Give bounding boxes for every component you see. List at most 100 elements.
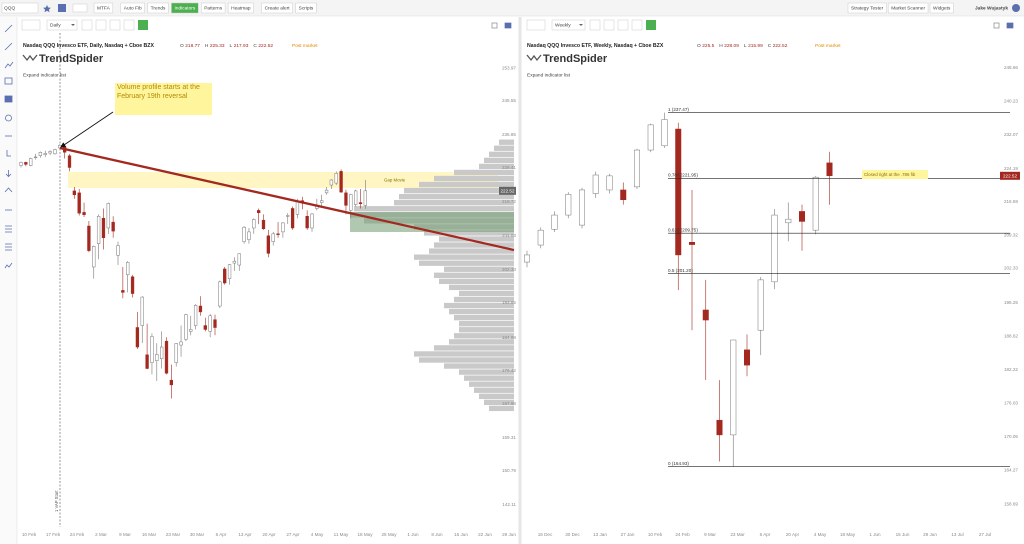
toolbar-button[interactable] — [120, 2, 145, 14]
candle-body — [121, 290, 125, 293]
toolbar-button[interactable] — [147, 2, 169, 14]
volume-profile-bar — [419, 260, 514, 266]
fib-label: 0.786 (221.95) — [668, 173, 698, 178]
candle-body — [363, 190, 368, 206]
stat-label: O — [697, 43, 701, 49]
toolbar-button-label[interactable]: Trends — [151, 6, 166, 12]
toolbar-button[interactable] — [200, 2, 226, 14]
symbol-input[interactable] — [1, 2, 39, 14]
toolbar-button[interactable] — [171, 2, 199, 14]
layout-icon[interactable] — [58, 4, 66, 12]
toolbar-button-label[interactable]: Indicators — [174, 6, 195, 12]
x-tick-label: 29 Jun — [502, 532, 516, 537]
candle-body — [320, 200, 324, 203]
y-tick-label: 182.22 — [1004, 367, 1018, 372]
candle-body — [634, 149, 640, 188]
pane-icons[interactable] — [993, 22, 1014, 29]
toolbar-button-label[interactable]: Heatmap — [231, 6, 251, 12]
y-tick-label: 150.79 — [502, 468, 516, 473]
toolbar-button[interactable] — [295, 2, 317, 14]
interval-dropdown[interactable] — [46, 19, 78, 31]
candle-body — [67, 155, 72, 168]
expand-indicators[interactable]: Expand indicator list — [527, 72, 571, 78]
expand-indicators[interactable]: Expand indicator list — [23, 72, 67, 78]
fib-label: 0.618 (209.75) — [668, 227, 698, 232]
pane-icons[interactable] — [491, 22, 512, 29]
toolbar-button[interactable] — [847, 2, 887, 14]
interval-dropdown[interactable] — [551, 19, 586, 31]
y-tick-label: 253.97 — [502, 65, 516, 70]
candle-body — [242, 226, 246, 242]
toolbar-button-label[interactable]: Create alert — [265, 6, 291, 12]
tool-icons[interactable] — [4, 24, 14, 269]
candle-body — [661, 119, 668, 147]
toolbar-button-label[interactable]: Strategy Tester — [851, 6, 884, 12]
candle-body — [24, 162, 28, 165]
chart-tool-buttons[interactable] — [589, 19, 643, 31]
volume-profile-bar — [394, 200, 514, 206]
toolbar-button-label[interactable]: Widgets — [933, 6, 951, 12]
symbol-box[interactable] — [526, 19, 546, 31]
symbol-box[interactable] — [21, 19, 41, 31]
avatar[interactable] — [1012, 4, 1020, 12]
candle-body — [111, 221, 115, 232]
symbol[interactable]: QQQ — [4, 6, 15, 12]
x-tick-label: 13 Jan — [593, 532, 607, 537]
chart-tool-buttons[interactable] — [81, 19, 135, 31]
volume-profile-bar — [454, 169, 514, 176]
toolbar-button-label[interactable]: Auto Fib — [124, 6, 142, 12]
candle-body — [169, 379, 173, 386]
x-tick-label: 11 May — [334, 532, 349, 537]
candle-body — [174, 343, 178, 363]
toolbar-button[interactable] — [887, 2, 929, 14]
x-tick-label: 25 May — [381, 532, 397, 537]
volume-profile-bar — [464, 375, 514, 381]
toolbar-button-label[interactable]: MTFA — [97, 6, 111, 12]
interval[interactable]: Daily — [50, 23, 61, 29]
favorite-icon[interactable] — [43, 5, 51, 13]
x-tick-label: 16 Mar — [142, 532, 157, 537]
logo: TrendSpider — [543, 53, 608, 65]
stat-value: 228.09 — [724, 43, 739, 49]
session: Post market — [815, 43, 841, 49]
color-dropdown[interactable] — [72, 3, 88, 13]
x-tick-label: 6 Apr — [760, 532, 771, 537]
candle-body — [252, 219, 256, 229]
interval[interactable]: Weekly — [555, 23, 571, 29]
toolbar-button[interactable] — [93, 2, 114, 14]
user-name[interactable]: Jake Wujastyk — [975, 6, 1008, 12]
logo-icon — [526, 54, 542, 62]
volume-profile-bar — [434, 272, 514, 278]
x-tick-label: 27 Jul — [979, 532, 991, 537]
toolbar-button-label[interactable]: Market Scanner — [891, 6, 925, 12]
pane-divider — [518, 17, 522, 544]
candle-body — [295, 201, 300, 215]
green-button[interactable] — [646, 20, 656, 30]
x-tick-label: 15 Jun — [896, 532, 910, 537]
toolbar-button-label[interactable]: Patterns — [204, 6, 222, 12]
drawing-tools — [0, 17, 17, 544]
volume-profile-bar — [494, 145, 514, 151]
y-tick-label: 167.98 — [502, 401, 516, 406]
x-tick-label: 10 Feb — [648, 532, 663, 537]
candle-body — [339, 171, 343, 193]
x-tick-label: 23 Mar — [166, 532, 181, 537]
candle-body — [620, 189, 627, 200]
candle-body — [184, 314, 188, 340]
y-tick-label: 209.32 — [1004, 232, 1018, 237]
x-tick-label: 18 May — [357, 532, 373, 537]
toolbar-button[interactable] — [929, 2, 954, 14]
fib-label: 1 (237.47) — [668, 107, 689, 112]
toolbar-button[interactable] — [227, 2, 254, 14]
vap-label: 1 VAP Start — [54, 490, 59, 512]
y-tick-label: 202.33 — [502, 267, 516, 272]
callout-text: Volume profile starts at the February 19… — [117, 84, 200, 100]
stat-label: C — [768, 43, 772, 49]
toolbar-button[interactable] — [261, 2, 293, 14]
candle-body — [551, 214, 558, 230]
candle-body — [160, 346, 164, 359]
toolbar-button-label[interactable]: Scripts — [299, 6, 314, 12]
trend-line — [59, 146, 515, 252]
green-button[interactable] — [138, 20, 148, 30]
y-tick-label: 211.03 — [502, 233, 516, 238]
